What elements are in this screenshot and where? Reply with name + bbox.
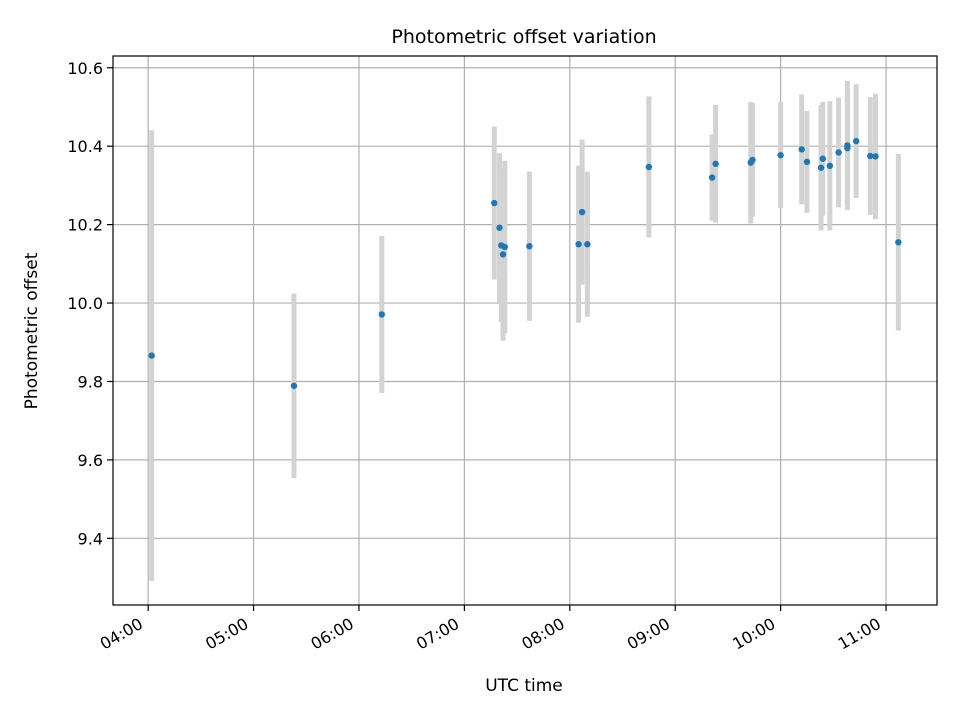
y-tick-label: 10.4 [67, 137, 103, 156]
data-point [895, 239, 902, 246]
chart-title: Photometric offset variation [391, 26, 656, 48]
data-point [817, 164, 825, 171]
data-point [844, 142, 851, 149]
data-point [645, 163, 653, 171]
data-point [803, 158, 811, 166]
y-tick-label: 10.0 [67, 294, 103, 313]
data-point [378, 311, 386, 318]
data-point [867, 152, 874, 160]
data-point [852, 137, 860, 145]
data-point [826, 162, 834, 169]
data-point [819, 155, 826, 162]
data-points [148, 137, 902, 389]
y-tick-label: 9.8 [78, 372, 103, 391]
data-point [578, 208, 586, 216]
y-axis-title: Photometric offset [22, 252, 42, 409]
data-point [835, 149, 842, 156]
y-tick-label: 9.4 [78, 529, 103, 548]
data-point [798, 146, 805, 153]
y-tick-label: 10.2 [67, 216, 103, 235]
data-point [872, 153, 879, 160]
plot-frame [112, 55, 938, 606]
data-point [526, 242, 533, 250]
data-point [499, 251, 507, 258]
x-axis-title: UTC time [485, 676, 563, 696]
data-point [777, 152, 784, 159]
data-point [496, 224, 503, 231]
data-point [712, 160, 719, 168]
y-tick-label: 9.6 [78, 451, 103, 470]
data-point [575, 241, 582, 248]
data-point [708, 174, 716, 181]
data-point [148, 352, 155, 359]
y-tick-label: 10.6 [67, 59, 103, 78]
data-point [584, 241, 591, 248]
y-axis-ticks: 9.4 9.6 9.8 10.0 10.2 10.4 10.6 [67, 59, 113, 548]
data-point [501, 243, 508, 251]
data-point [491, 199, 498, 207]
data-point [749, 156, 756, 164]
data-point [290, 382, 298, 389]
